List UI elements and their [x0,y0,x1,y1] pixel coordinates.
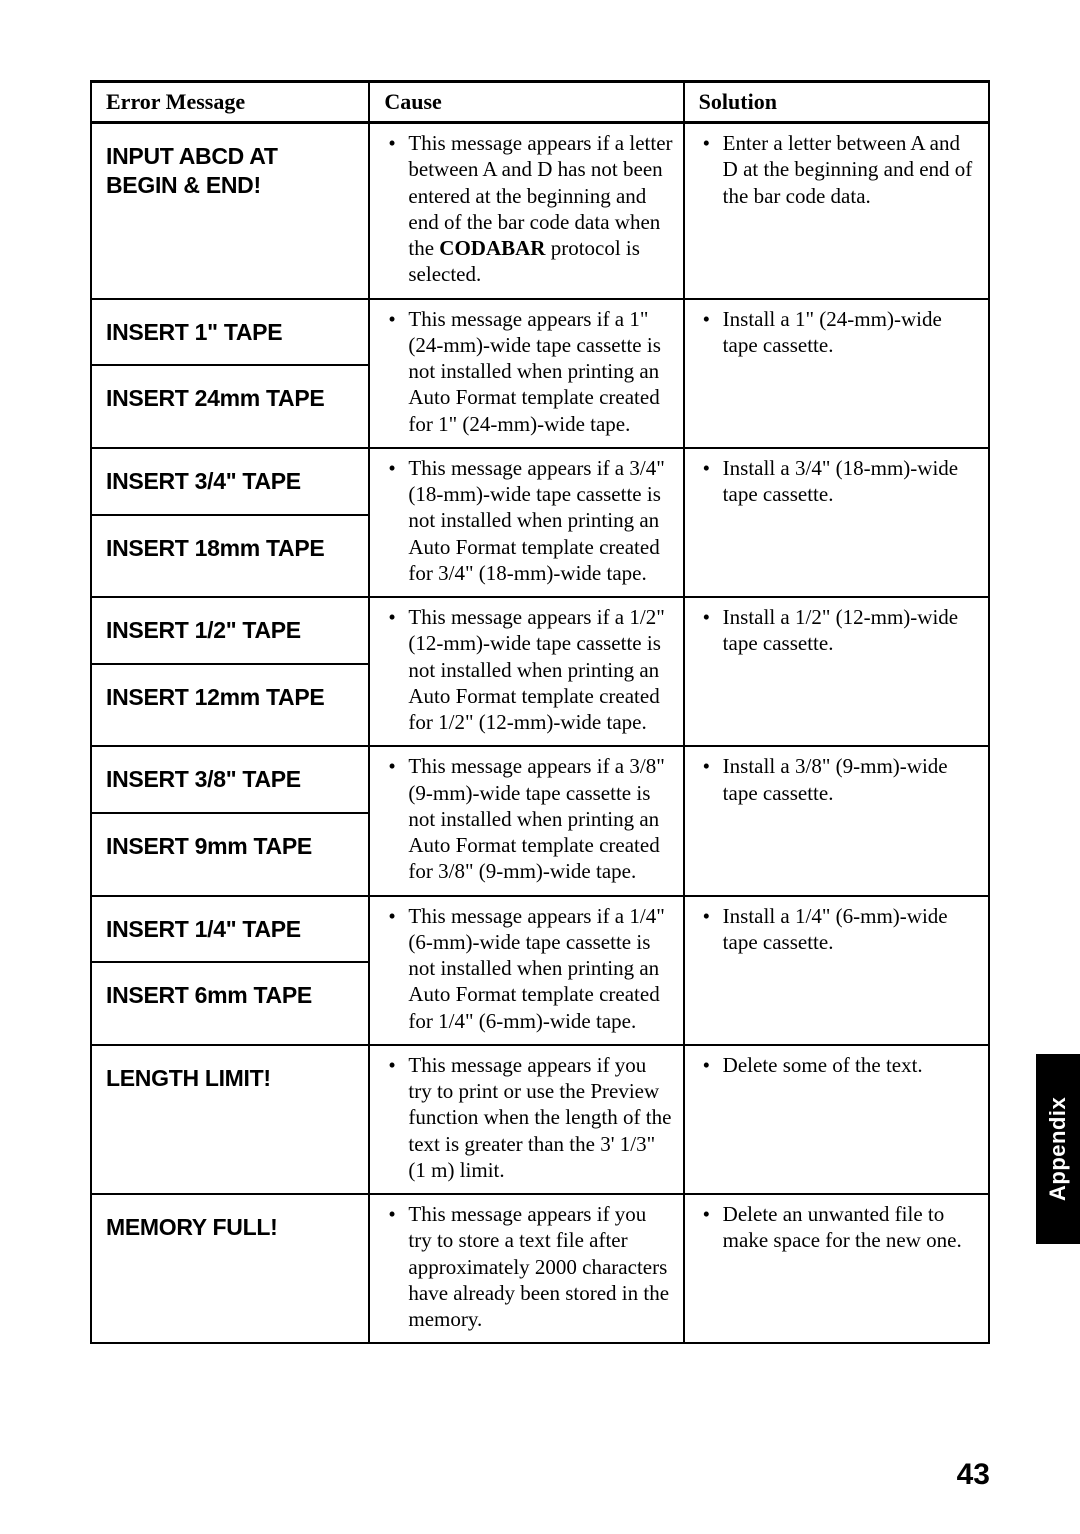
solution-text: Delete an unwanted file to make space fo… [695,1201,978,1254]
error-message-table: Error Message Cause Solution INPUT ABCD … [90,80,990,1344]
table-row: INSERT 1" TAPEINSERT 24mm TAPEThis messa… [91,299,989,448]
cause-text: This message appears if you try to print… [380,1052,672,1183]
solution-cell: Install a 1/2" (12-mm)-wide tape cassett… [684,597,989,746]
error-message-text: INSERT 3/8" TAPE [92,747,368,812]
solution-cell: Install a 3/4" (18-mm)-wide tape cassett… [684,448,989,597]
solution-text: Install a 1" (24-mm)-wide tape cassette. [695,306,978,359]
solution-text: Install a 1/4" (6-mm)-wide tape cassette… [695,903,978,956]
solution-text: Install a 3/4" (18-mm)-wide tape cassett… [695,455,978,508]
error-message-text: INSERT 12mm TAPE [92,663,368,730]
error-message-text: INSERT 9mm TAPE [92,812,368,879]
solution-cell: Enter a letter between A and D at the be… [684,123,989,299]
error-message-cell: INSERT 1" TAPEINSERT 24mm TAPE [91,299,369,448]
table-header-row: Error Message Cause Solution [91,82,989,123]
cause-cell: This message appears if a 1/4" (6-mm)-wi… [369,896,683,1045]
solution-text: Install a 1/2" (12-mm)-wide tape cassett… [695,604,978,657]
solution-cell: Delete some of the text. [684,1045,989,1194]
cause-text: This message appears if a 1" (24-mm)-wid… [380,306,672,437]
solution-text: Install a 3/8" (9-mm)-wide tape cassette… [695,753,978,806]
error-message-cell: INSERT 1/2" TAPEINSERT 12mm TAPE [91,597,369,746]
error-message-text: INSERT 24mm TAPE [92,364,368,431]
cause-text: This message appears if a 3/8" (9-mm)-wi… [380,753,672,884]
cause-text: This message appears if a 1/2" (12-mm)-w… [380,604,672,735]
header-solution: Solution [684,82,989,123]
cause-text: This message appears if a 3/4" (18-mm)-w… [380,455,672,586]
error-message-text: INSERT 1/2" TAPE [92,598,368,663]
table-row: INPUT ABCD AT BEGIN & END!This message a… [91,123,989,299]
error-message-cell: MEMORY FULL! [91,1194,369,1343]
cause-cell: This message appears if you try to store… [369,1194,683,1343]
table-row: MEMORY FULL!This message appears if you … [91,1194,989,1343]
table-row: INSERT 3/8" TAPEINSERT 9mm TAPEThis mess… [91,746,989,895]
solution-cell: Delete an unwanted file to make space fo… [684,1194,989,1343]
cause-cell: This message appears if a letter between… [369,123,683,299]
error-message-cell: INSERT 1/4" TAPEINSERT 6mm TAPE [91,896,369,1045]
table-row: INSERT 3/4" TAPEINSERT 18mm TAPEThis mes… [91,448,989,597]
solution-cell: Install a 1" (24-mm)-wide tape cassette. [684,299,989,448]
error-message-cell: INSERT 3/4" TAPEINSERT 18mm TAPE [91,448,369,597]
page-number: 43 [957,1458,990,1492]
error-message-cell: INPUT ABCD AT BEGIN & END! [91,123,369,299]
error-message-text: INSERT 1" TAPE [92,300,368,365]
header-cause: Cause [369,82,683,123]
appendix-side-tab: Appendix [1036,1054,1080,1244]
error-message-text: INSERT 3/4" TAPE [92,449,368,514]
cause-text: This message appears if you try to store… [380,1201,672,1332]
cause-text: This message appears if a 1/4" (6-mm)-wi… [380,903,672,1034]
error-message-text: MEMORY FULL! [92,1195,368,1260]
cause-cell: This message appears if you try to print… [369,1045,683,1194]
table-row: INSERT 1/2" TAPEINSERT 12mm TAPEThis mes… [91,597,989,746]
cause-cell: This message appears if a 3/8" (9-mm)-wi… [369,746,683,895]
error-message-text: INSERT 1/4" TAPE [92,897,368,962]
error-message-text: INSERT 18mm TAPE [92,514,368,581]
cause-text: This message appears if a letter between… [380,130,672,288]
table-row: INSERT 1/4" TAPEINSERT 6mm TAPEThis mess… [91,896,989,1045]
cause-cell: This message appears if a 1" (24-mm)-wid… [369,299,683,448]
solution-cell: Install a 3/8" (9-mm)-wide tape cassette… [684,746,989,895]
error-message-text: LENGTH LIMIT! [92,1046,368,1111]
error-message-text: INPUT ABCD AT BEGIN & END! [92,124,368,218]
solution-text: Enter a letter between A and D at the be… [695,130,978,209]
solution-text: Delete some of the text. [695,1052,978,1078]
error-message-cell: LENGTH LIMIT! [91,1045,369,1194]
cause-cell: This message appears if a 3/4" (18-mm)-w… [369,448,683,597]
table-row: LENGTH LIMIT!This message appears if you… [91,1045,989,1194]
solution-cell: Install a 1/4" (6-mm)-wide tape cassette… [684,896,989,1045]
error-message-text: INSERT 6mm TAPE [92,961,368,1028]
header-error: Error Message [91,82,369,123]
cause-cell: This message appears if a 1/2" (12-mm)-w… [369,597,683,746]
error-message-cell: INSERT 3/8" TAPEINSERT 9mm TAPE [91,746,369,895]
